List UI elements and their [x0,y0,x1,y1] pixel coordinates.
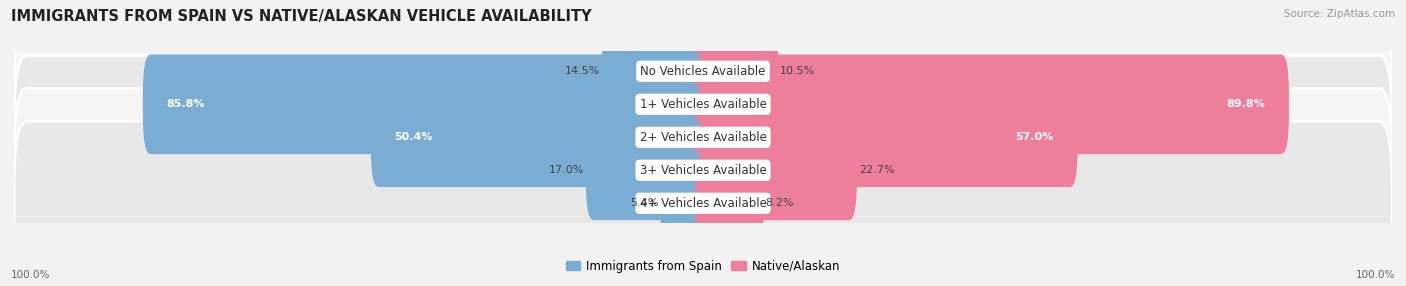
Text: 5.4%: 5.4% [630,198,658,208]
Text: 17.0%: 17.0% [548,165,583,175]
FancyBboxPatch shape [696,21,779,121]
Text: 3+ Vehicles Available: 3+ Vehicles Available [640,164,766,177]
Text: No Vehicles Available: No Vehicles Available [640,65,766,78]
FancyBboxPatch shape [696,154,763,253]
Text: 10.5%: 10.5% [780,66,815,76]
FancyBboxPatch shape [696,88,1078,187]
FancyBboxPatch shape [661,154,710,253]
Text: 100.0%: 100.0% [1355,270,1395,280]
Text: 100.0%: 100.0% [11,270,51,280]
Text: 22.7%: 22.7% [859,165,894,175]
Text: 1+ Vehicles Available: 1+ Vehicles Available [640,98,766,111]
FancyBboxPatch shape [371,88,710,187]
FancyBboxPatch shape [14,88,1392,252]
Text: 50.4%: 50.4% [395,132,433,142]
Legend: Immigrants from Spain, Native/Alaskan: Immigrants from Spain, Native/Alaskan [561,255,845,277]
Text: IMMIGRANTS FROM SPAIN VS NATIVE/ALASKAN VEHICLE AVAILABILITY: IMMIGRANTS FROM SPAIN VS NATIVE/ALASKAN … [11,9,592,23]
Text: 89.8%: 89.8% [1226,99,1265,109]
FancyBboxPatch shape [696,120,856,220]
FancyBboxPatch shape [602,21,710,121]
Text: 14.5%: 14.5% [565,66,600,76]
Text: 4+ Vehicles Available: 4+ Vehicles Available [640,197,766,210]
FancyBboxPatch shape [14,122,1392,285]
Text: 8.2%: 8.2% [765,198,794,208]
FancyBboxPatch shape [586,120,710,220]
FancyBboxPatch shape [696,54,1289,154]
FancyBboxPatch shape [14,55,1392,219]
FancyBboxPatch shape [14,22,1392,186]
Text: 85.8%: 85.8% [167,99,205,109]
Text: 2+ Vehicles Available: 2+ Vehicles Available [640,131,766,144]
FancyBboxPatch shape [143,54,710,154]
Text: Source: ZipAtlas.com: Source: ZipAtlas.com [1284,9,1395,19]
FancyBboxPatch shape [14,0,1392,153]
Text: 57.0%: 57.0% [1015,132,1054,142]
